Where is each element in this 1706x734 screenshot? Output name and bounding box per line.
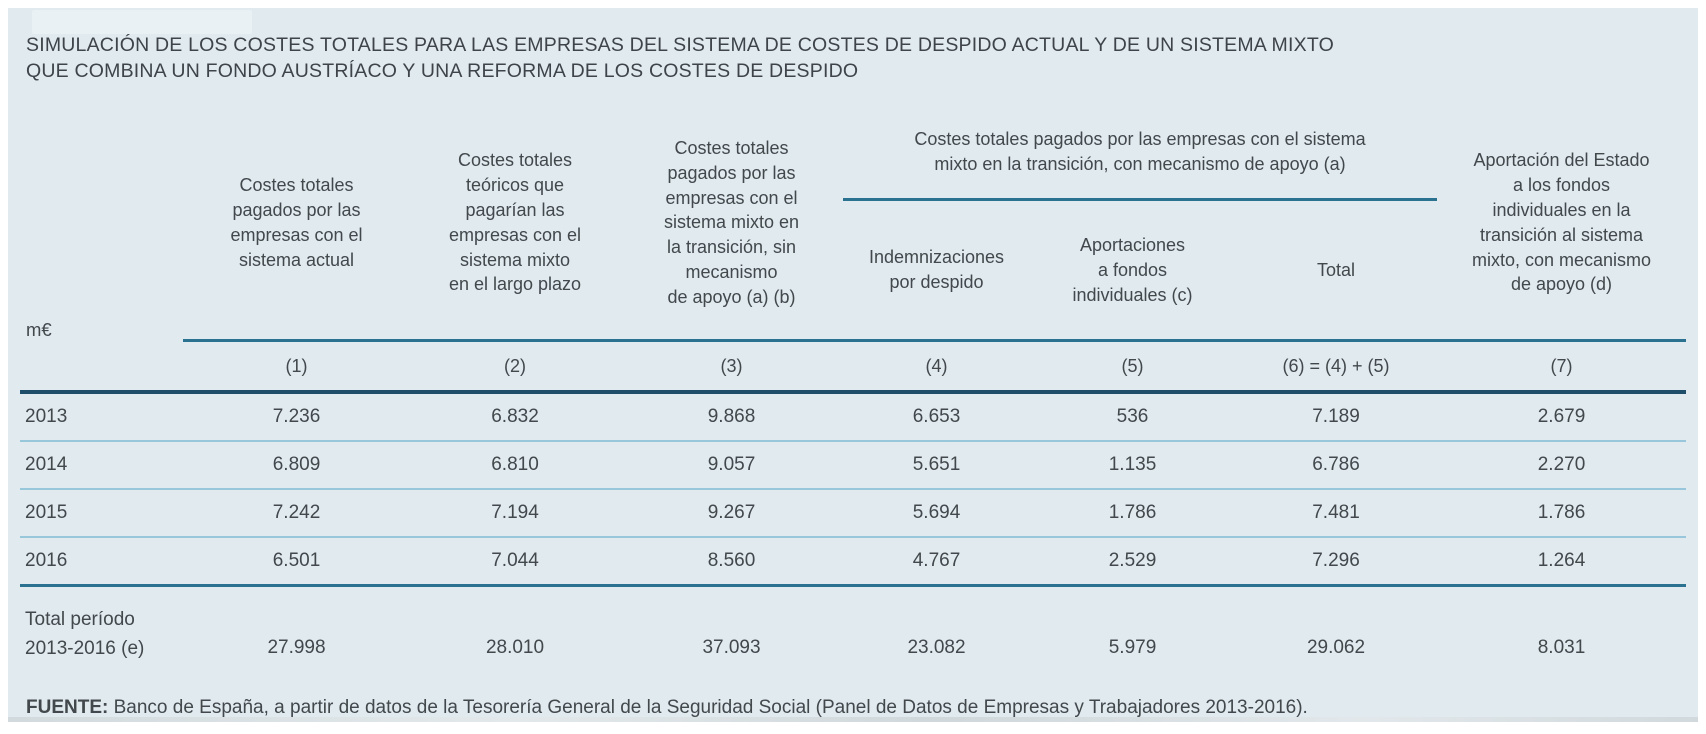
page-title: SIMULACIÓN DE LOS COSTES TOTALES PARA LA… (26, 34, 1334, 83)
cell-value: 9.868 (620, 392, 843, 443)
column-header-3: Costes totales pagados por las empresas … (663, 137, 800, 307)
column-number-4: (4) (843, 339, 1030, 395)
numbers-row-spacer (20, 340, 183, 395)
row-label: 2016 (20, 537, 183, 588)
cell-value: 8.560 (620, 537, 843, 588)
column-header-7: Aportación del Estado a los fondos indiv… (1471, 150, 1652, 295)
column-header-6: Total (1316, 259, 1356, 280)
group-header-mixed-system: Costes totales pagados por las empresas … (843, 106, 1438, 202)
cell-value: 7.481 (1235, 489, 1438, 539)
column-header-1: Costes totales pagados por las empresas … (230, 175, 363, 270)
cell-value: 2.270 (1437, 441, 1687, 491)
column-number-3: (3) (620, 339, 843, 395)
cell-value: 7.044 (410, 537, 620, 588)
cell-value: 27.998 (267, 637, 326, 659)
column-header-4: Indemnizaciones por despido (868, 247, 1005, 293)
table-row-2016: 2016 6.501 7.044 8.560 4.767 2.529 7.296… (20, 537, 1687, 588)
scan-bottom-edge (8, 717, 1698, 722)
source-text: Banco de España, a partir de datos de la… (108, 697, 1308, 719)
cell-value: 6.810 (410, 441, 620, 491)
cell-value: 2.679 (1437, 392, 1687, 443)
cell-value: 7.194 (410, 489, 620, 539)
cell-value: 5.694 (843, 489, 1030, 539)
source-note: FUENTE: Banco de España, a partir de dat… (26, 697, 1678, 719)
cell-value: 28.010 (485, 637, 545, 659)
table-row-2013: 2013 7.236 6.832 9.868 6.653 536 7.189 2… (20, 392, 1687, 443)
total-row-label: Total período 2013-2016 (e) (25, 609, 145, 659)
column-number-7: (7) (1437, 339, 1687, 395)
cell-value: 8.031 (1537, 637, 1586, 659)
cell-value: 6.786 (1235, 441, 1438, 491)
cell-value: 1.264 (1437, 537, 1687, 588)
cell-value: 9.057 (620, 441, 843, 491)
cell-value: 6.809 (183, 441, 410, 491)
cell-value: 7.296 (1235, 537, 1438, 588)
row-label: 2015 (20, 489, 183, 539)
unit-label: m€ (26, 318, 52, 340)
cell-value: 1.135 (1030, 441, 1235, 491)
column-header-2: Costes totales teóricos que pagarían las… (448, 150, 582, 295)
cell-value: 6.501 (183, 537, 410, 588)
cell-value: 7.189 (1235, 392, 1438, 443)
column-number-1: (1) (183, 339, 410, 395)
row-label: 2013 (20, 392, 183, 443)
cell-value: 7.242 (183, 489, 410, 539)
cell-value: 4.767 (843, 537, 1030, 588)
simulation-costs-table: m€ Costes totales pagados por las empres… (20, 106, 1687, 674)
column-number-5: (5) (1030, 339, 1235, 395)
scan-artifact-highlight (32, 10, 252, 34)
cell-value: 6.653 (843, 392, 1030, 443)
table-row-total: Total período 2013-2016 (e) 27.998 28.01… (20, 586, 1686, 674)
cell-value: 23.082 (907, 637, 966, 659)
cell-value: 9.267 (620, 489, 843, 539)
cell-value: 2.529 (1030, 537, 1235, 588)
cell-value: 1.786 (1437, 489, 1687, 539)
table-row-2015: 2015 7.242 7.194 9.267 5.694 1.786 7.481… (20, 489, 1687, 539)
column-number-6: (6) = (4) + (5) (1235, 339, 1438, 395)
cell-value: 5.979 (1108, 637, 1157, 659)
row-label: 2014 (20, 441, 183, 491)
column-header-5: Aportaciones a fondos individuales (c) (1072, 235, 1193, 305)
cell-value: 5.651 (843, 441, 1030, 491)
cell-value: 29.062 (1306, 637, 1366, 659)
cell-value: 6.832 (410, 392, 620, 443)
cell-value: 37.093 (702, 637, 761, 659)
table-panel: SIMULACIÓN DE LOS COSTES TOTALES PARA LA… (8, 8, 1698, 722)
cell-value: 7.236 (183, 392, 410, 443)
column-number-2: (2) (410, 339, 620, 395)
table-row-2014: 2014 6.809 6.810 9.057 5.651 1.135 6.786… (20, 441, 1687, 491)
cell-value: 536 (1030, 392, 1235, 443)
cell-value: 1.786 (1030, 489, 1235, 539)
source-prefix: FUENTE: (26, 697, 109, 719)
